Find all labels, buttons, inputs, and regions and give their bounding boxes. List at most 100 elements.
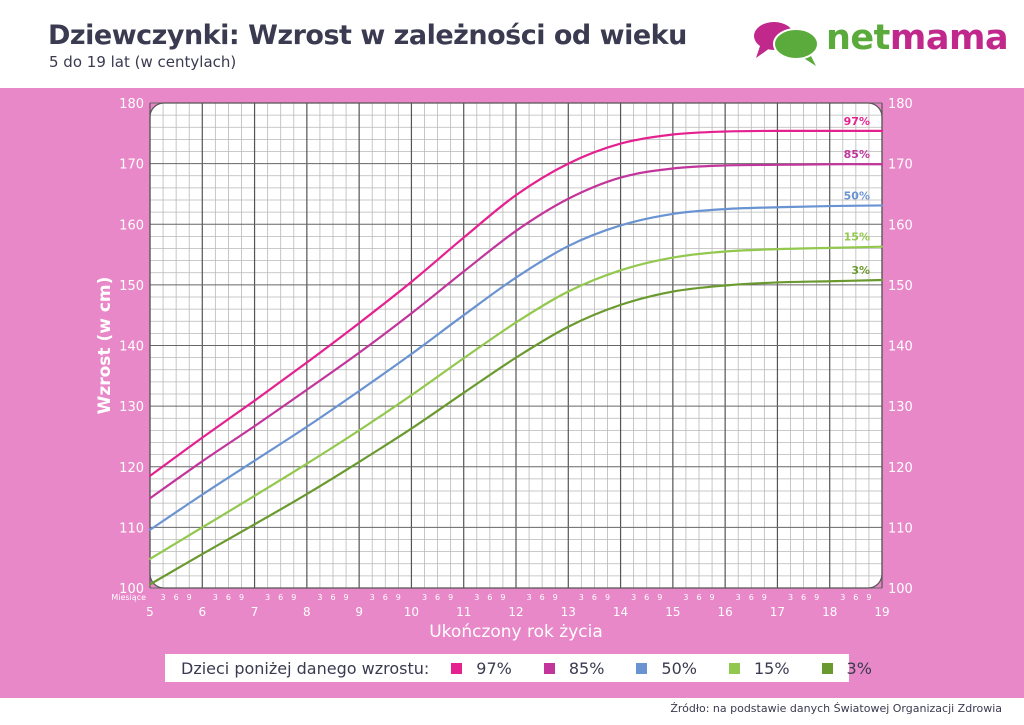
month-tick-label: 6: [226, 593, 231, 602]
legend-item-3: 3%: [821, 658, 872, 678]
legend-swatch: [636, 662, 648, 674]
month-tick-label: 3: [370, 593, 375, 602]
month-tick-label: 3: [736, 593, 741, 602]
month-tick-label: 6: [644, 593, 649, 602]
x-tick-label: 8: [303, 605, 311, 619]
legend: Dzieci poniżej danego wzrostu: 97% 85% 5…: [165, 654, 872, 682]
legend-swatch: [451, 662, 463, 674]
month-tick-label: 9: [396, 593, 401, 602]
month-tick-label: 3: [683, 593, 688, 602]
month-tick-label: 3: [161, 593, 166, 602]
speech-bubbles-icon: [754, 22, 819, 66]
legend-item-label: 85%: [568, 658, 605, 678]
y-tick-label: 120: [119, 461, 144, 476]
y-axis-left: 100 110 120 130 140 150 160 170 180: [119, 97, 144, 597]
month-tick-label: 3: [631, 593, 636, 602]
y-tick-label: 130: [888, 400, 913, 415]
month-axis-label: Miesiące: [111, 593, 146, 602]
legend-label: Dzieci poniżej danego wzrostu:: [181, 658, 430, 678]
month-tick-label: 6: [383, 593, 388, 602]
x-tick-label: 12: [508, 605, 523, 619]
series-line-50: [148, 204, 884, 531]
month-tick-label: 3: [788, 593, 793, 602]
series-line-3: [148, 278, 884, 586]
month-tick-label: 9: [657, 593, 662, 602]
legend-item-label: 97%: [476, 658, 512, 678]
x-tick-label: 19: [874, 605, 889, 619]
y-tick-label: 130: [119, 400, 144, 415]
month-tick-label: 3: [474, 593, 479, 602]
month-tick-label: 3: [213, 593, 218, 602]
x-tick-label: 11: [456, 605, 471, 619]
x-tick-label: 15: [665, 605, 680, 619]
month-tick-label: 3: [317, 593, 322, 602]
legend-swatch: [728, 662, 740, 674]
y-tick-label: 120: [888, 461, 913, 476]
month-tick-label: 9: [344, 593, 349, 602]
month-tick-label: 6: [174, 593, 179, 602]
month-tick-label: 6: [749, 593, 754, 602]
series-label: 97%: [844, 115, 870, 128]
y-tick-label: 180: [888, 97, 913, 112]
month-tick-label: 9: [500, 593, 505, 602]
x-tick-label: 14: [613, 605, 628, 619]
grid-major: [149, 102, 883, 589]
x-axis-label: Ukończony rok życia: [429, 622, 603, 642]
x-tick-label: 10: [404, 605, 419, 619]
legend-item-label: 15%: [753, 658, 790, 678]
series-line-85: [148, 163, 884, 500]
month-tick-label: 9: [814, 593, 819, 602]
month-tick-label: 6: [801, 593, 806, 602]
logo-text-net: net: [826, 18, 890, 58]
series-label: 50%: [844, 189, 870, 202]
x-tick-label: 16: [718, 605, 733, 619]
month-tick-label: 6: [592, 593, 597, 602]
y-tick-label: 110: [119, 521, 144, 536]
month-tick-label: 9: [448, 593, 453, 602]
page-subtitle: 5 do 19 lat (w centylach): [49, 53, 237, 71]
x-tick-label: 18: [822, 605, 837, 619]
series-labels: 97% 85% 50% 15% 3%: [844, 115, 870, 277]
y-axis-label: Wzrost (w cm): [95, 277, 115, 415]
height-chart: 97%85%50%15%3% 1001101201301401501601701…: [95, 97, 913, 642]
legend-item-label: 3%: [846, 658, 872, 678]
month-tick-label: 6: [278, 593, 283, 602]
series-line-97: [148, 129, 884, 477]
month-tick-label: 6: [330, 593, 335, 602]
month-tick-label: 9: [762, 593, 767, 602]
month-tick-label: 3: [840, 593, 845, 602]
month-tick-label: 3: [579, 593, 584, 602]
month-tick-label: 6: [853, 593, 858, 602]
month-tick-label: 9: [187, 593, 192, 602]
x-tick-label: 13: [561, 605, 576, 619]
legend-item-15: 15%: [728, 658, 790, 678]
source-note: Źródło: na podstawie danych Światowej Or…: [670, 702, 1002, 715]
month-tick-label: 3: [265, 593, 270, 602]
month-tick-label: 6: [696, 593, 701, 602]
y-tick-label: 160: [119, 218, 144, 233]
y-tick-label: 100: [119, 582, 144, 597]
month-tick-label: 9: [710, 593, 715, 602]
netmama-logo[interactable]: netmama: [752, 18, 1012, 68]
legend-item-97: 97%: [451, 659, 512, 678]
y-tick-label: 160: [888, 218, 913, 233]
y-tick-label: 170: [888, 158, 913, 173]
month-tick-label: 9: [866, 593, 871, 602]
y-axis-right: 100 110 120 130 140 150 160 170 180: [888, 97, 913, 597]
y-tick-label: 180: [119, 97, 144, 112]
logo-text-mama: mama: [889, 18, 1009, 58]
x-tick-label: 9: [355, 605, 363, 619]
y-tick-label: 110: [888, 521, 913, 536]
x-tick-label: 5: [146, 605, 154, 619]
x-tick-label: 7: [251, 605, 259, 619]
legend-item-85: 85%: [543, 658, 605, 678]
legend-item-50: 50%: [636, 659, 697, 678]
x-tick-label: 6: [198, 605, 206, 619]
month-tick-label: 6: [435, 593, 440, 602]
x-tick-label: 17: [770, 605, 785, 619]
logo-text: netmama: [826, 18, 1009, 58]
series-line-15: [148, 245, 884, 560]
x-axis: 5 6 7 8 9 10 11 12 13 14 15 16 17 18 19: [146, 605, 889, 619]
series-lines: [148, 129, 884, 586]
